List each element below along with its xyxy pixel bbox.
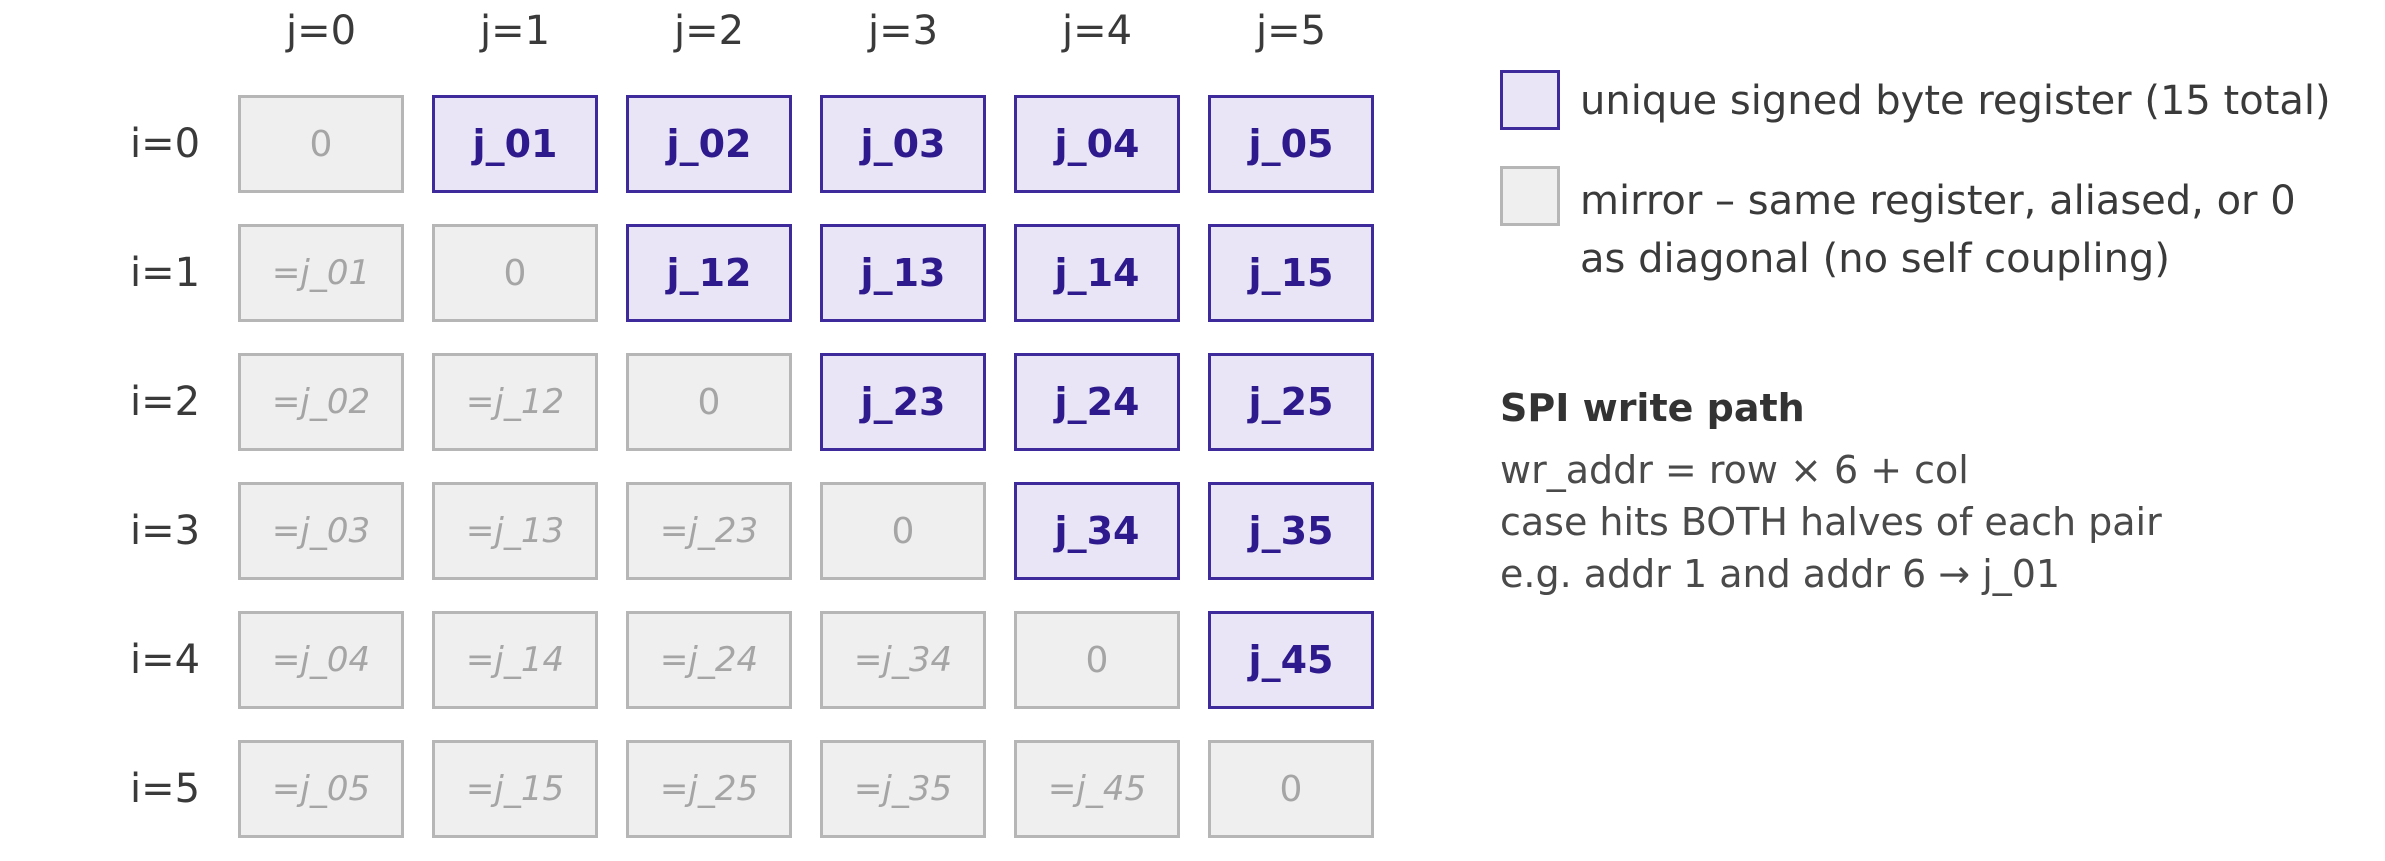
diagonal-zero-cell: 0 [432, 224, 598, 322]
legend-label-mirror-line2: as diagonal (no self coupling) [1580, 236, 2170, 282]
unique-register-cell: j_45 [1208, 611, 1374, 709]
row-header: i=2 [130, 379, 201, 425]
spi-line: case hits BOTH halves of each pair [1500, 500, 2162, 544]
legend-label-unique: unique signed byte register (15 total) [1580, 78, 2331, 124]
legend-label-mirror-line1: mirror – same register, aliased, or 0 [1580, 178, 2296, 224]
unique-register-cell: j_25 [1208, 353, 1374, 451]
unique-register-cell: j_24 [1014, 353, 1180, 451]
unique-register-cell: j_23 [820, 353, 986, 451]
column-header: j=4 [1061, 8, 1133, 54]
row-header: i=5 [130, 766, 201, 812]
column-header: j=2 [673, 8, 745, 54]
legend-swatch-mirror [1500, 166, 1560, 226]
mirror-cell: =j_35 [820, 740, 986, 838]
mirror-cell: =j_05 [238, 740, 404, 838]
spi-line: e.g. addr 1 and addr 6 → j_01 [1500, 552, 2061, 596]
column-header: j=1 [479, 8, 551, 54]
unique-register-cell: j_35 [1208, 482, 1374, 580]
row-header: i=4 [130, 637, 201, 683]
legend-label-mirror: mirror – same register, aliased, or 0 as… [1580, 172, 2296, 288]
unique-register-cell: j_05 [1208, 95, 1374, 193]
mirror-cell: =j_02 [238, 353, 404, 451]
row-header: i=3 [130, 508, 201, 554]
diagonal-zero-cell: 0 [820, 482, 986, 580]
spi-title: SPI write path [1500, 386, 1805, 430]
mirror-cell: =j_01 [238, 224, 404, 322]
unique-register-cell: j_03 [820, 95, 986, 193]
unique-register-cell: j_13 [820, 224, 986, 322]
column-header: j=3 [867, 8, 939, 54]
unique-register-cell: j_14 [1014, 224, 1180, 322]
diagonal-zero-cell: 0 [1208, 740, 1374, 838]
column-header: j=5 [1255, 8, 1327, 54]
row-header: i=1 [130, 250, 201, 296]
diagonal-zero-cell: 0 [238, 95, 404, 193]
mirror-cell: =j_23 [626, 482, 792, 580]
unique-register-cell: j_12 [626, 224, 792, 322]
mirror-cell: =j_45 [1014, 740, 1180, 838]
mirror-cell: =j_04 [238, 611, 404, 709]
row-header: i=0 [130, 121, 201, 167]
unique-register-cell: j_01 [432, 95, 598, 193]
mirror-cell: =j_03 [238, 482, 404, 580]
unique-register-cell: j_34 [1014, 482, 1180, 580]
unique-register-cell: j_04 [1014, 95, 1180, 193]
diagonal-zero-cell: 0 [1014, 611, 1180, 709]
mirror-cell: =j_13 [432, 482, 598, 580]
mirror-cell: =j_15 [432, 740, 598, 838]
mirror-cell: =j_14 [432, 611, 598, 709]
unique-register-cell: j_15 [1208, 224, 1374, 322]
mirror-cell: =j_34 [820, 611, 986, 709]
unique-register-cell: j_02 [626, 95, 792, 193]
legend-swatch-unique [1500, 70, 1560, 130]
mirror-cell: =j_25 [626, 740, 792, 838]
column-header: j=0 [285, 8, 357, 54]
mirror-cell: =j_12 [432, 353, 598, 451]
mirror-cell: =j_24 [626, 611, 792, 709]
diagonal-zero-cell: 0 [626, 353, 792, 451]
spi-line: wr_addr = row × 6 + col [1500, 448, 1969, 492]
